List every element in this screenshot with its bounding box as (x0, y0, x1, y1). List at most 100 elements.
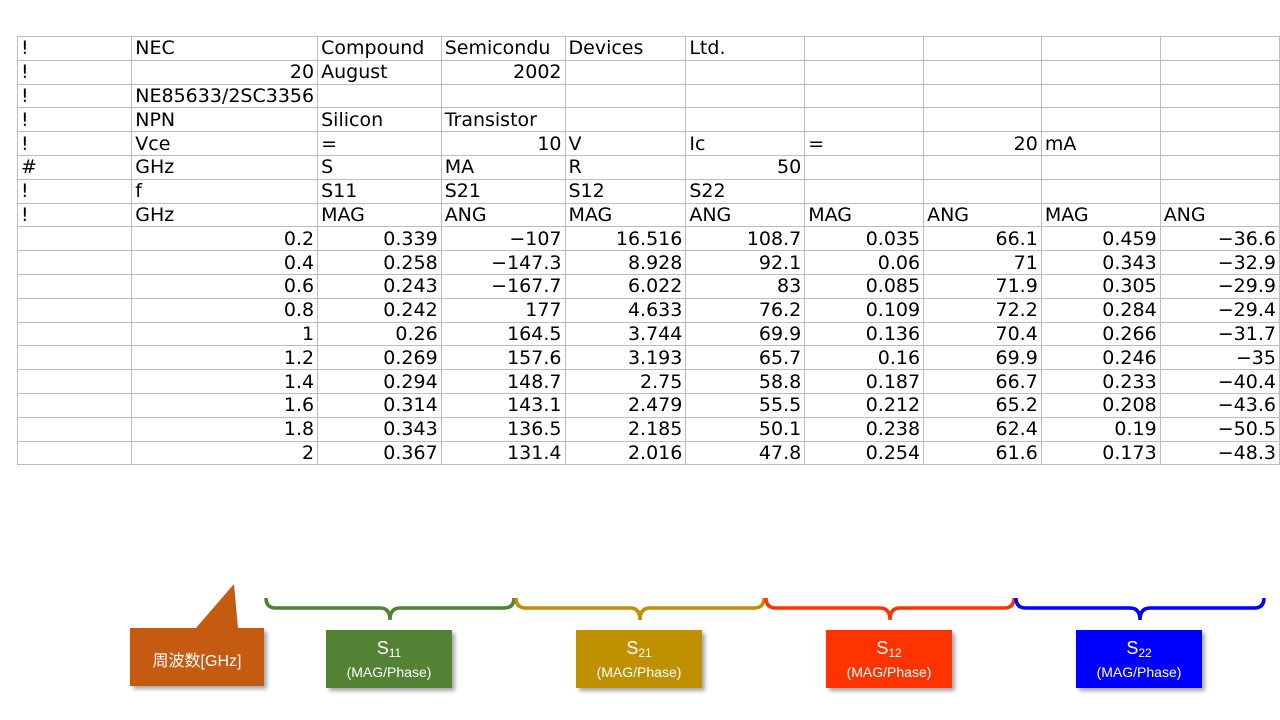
table-cell[interactable]: 6.022 (564, 273, 687, 299)
table-cell[interactable] (1040, 178, 1161, 204)
table-cell[interactable]: ! (16, 107, 133, 133)
table-cell[interactable]: 58.8 (685, 369, 806, 394)
table-cell[interactable]: 0.16 (804, 345, 925, 371)
table-cell[interactable]: −48.3 (1159, 440, 1280, 466)
table-cell[interactable]: GHz (131, 202, 319, 228)
table-cell[interactable]: 55.5 (685, 392, 806, 418)
table-cell[interactable]: 62.4 (923, 416, 1042, 442)
table-cell[interactable] (1040, 154, 1161, 180)
table-cell[interactable] (1040, 107, 1161, 133)
table-cell[interactable]: NE85633/2SC3356 (131, 83, 319, 109)
table-cell[interactable]: 0.269 (317, 345, 442, 371)
table-cell[interactable]: 0.459 (1040, 226, 1161, 252)
table-cell[interactable]: 70.4 (923, 321, 1042, 347)
table-cell[interactable]: # (16, 154, 133, 180)
table-cell[interactable]: ANG (1159, 202, 1280, 228)
table-cell[interactable]: Semicondu (440, 36, 566, 61)
table-cell[interactable]: 0.367 (317, 440, 442, 466)
table-cell[interactable]: 69.9 (685, 321, 806, 347)
table-cell[interactable]: ! (16, 178, 133, 204)
table-cell[interactable]: 0.254 (804, 440, 925, 466)
table-cell[interactable]: 0.238 (804, 416, 925, 442)
table-cell[interactable]: 0.6 (131, 273, 319, 299)
table-cell[interactable]: S (317, 154, 442, 180)
table-cell[interactable]: 0.305 (1040, 273, 1161, 299)
table-cell[interactable]: 0.212 (804, 392, 925, 418)
table-cell[interactable]: 2.75 (564, 369, 687, 394)
table-cell[interactable]: 1.6 (131, 392, 319, 418)
table-cell[interactable]: 143.1 (440, 392, 566, 418)
table-cell[interactable] (804, 154, 925, 180)
table-cell[interactable]: 71.9 (923, 273, 1042, 299)
table-cell[interactable] (16, 226, 133, 252)
table-cell[interactable] (685, 83, 806, 109)
table-cell[interactable]: 0.343 (317, 416, 442, 442)
table-cell[interactable]: 164.5 (440, 321, 566, 347)
table-cell[interactable] (440, 83, 566, 109)
table-cell[interactable]: S11 (317, 178, 442, 204)
table-cell[interactable]: 50.1 (685, 416, 806, 442)
table-cell[interactable]: R (564, 154, 687, 180)
table-cell[interactable]: 0.26 (317, 321, 442, 347)
table-cell[interactable]: 0.136 (804, 321, 925, 347)
table-cell[interactable] (923, 107, 1042, 133)
table-cell[interactable] (16, 250, 133, 275)
table-cell[interactable]: S12 (564, 178, 687, 204)
table-cell[interactable]: Ic (685, 131, 806, 156)
table-cell[interactable]: 0.243 (317, 273, 442, 299)
table-cell[interactable]: 3.193 (564, 345, 687, 371)
table-cell[interactable]: 131.4 (440, 440, 566, 466)
table-cell[interactable]: 1.4 (131, 369, 319, 394)
table-cell[interactable]: −36.6 (1159, 226, 1280, 252)
table-cell[interactable] (1159, 178, 1280, 204)
table-cell[interactable]: 0.258 (317, 250, 442, 275)
table-cell[interactable]: ! (16, 202, 133, 228)
table-cell[interactable]: S22 (685, 178, 806, 204)
table-cell[interactable]: 50 (685, 154, 806, 180)
table-cell[interactable] (923, 59, 1042, 85)
table-cell[interactable]: 0.314 (317, 392, 442, 418)
table-cell[interactable]: −29.4 (1159, 297, 1280, 323)
table-cell[interactable]: August (317, 59, 442, 85)
table-cell[interactable]: −29.9 (1159, 273, 1280, 299)
table-cell[interactable]: Ltd. (685, 36, 806, 61)
table-cell[interactable]: −40.4 (1159, 369, 1280, 394)
table-cell[interactable]: −107 (440, 226, 566, 252)
table-cell[interactable]: 61.6 (923, 440, 1042, 466)
table-cell[interactable]: Compound (317, 36, 442, 61)
table-cell[interactable]: 0.085 (804, 273, 925, 299)
table-cell[interactable]: 2002 (440, 59, 566, 85)
table-cell[interactable]: ANG (923, 202, 1042, 228)
table-cell[interactable]: 0.208 (1040, 392, 1161, 418)
table-cell[interactable] (564, 83, 687, 109)
table-cell[interactable] (1159, 154, 1280, 180)
table-cell[interactable] (1040, 36, 1161, 61)
table-cell[interactable]: = (317, 131, 442, 156)
table-cell[interactable]: S21 (440, 178, 566, 204)
table-cell[interactable]: 0.109 (804, 297, 925, 323)
table-cell[interactable]: 20 (923, 131, 1042, 156)
table-cell[interactable] (923, 178, 1042, 204)
table-cell[interactable]: ! (16, 131, 133, 156)
table-cell[interactable] (16, 345, 133, 371)
table-cell[interactable]: 4.633 (564, 297, 687, 323)
table-cell[interactable]: f (131, 178, 319, 204)
table-cell[interactable] (804, 36, 925, 61)
table-cell[interactable]: mA (1040, 131, 1161, 156)
table-cell[interactable]: MAG (317, 202, 442, 228)
table-cell[interactable]: 76.2 (685, 297, 806, 323)
table-cell[interactable] (317, 83, 442, 109)
table-cell[interactable] (685, 59, 806, 85)
table-cell[interactable] (685, 107, 806, 133)
table-cell[interactable]: ANG (440, 202, 566, 228)
table-cell[interactable]: −32.9 (1159, 250, 1280, 275)
table-cell[interactable]: = (804, 131, 925, 156)
table-cell[interactable]: 2.479 (564, 392, 687, 418)
table-cell[interactable] (804, 83, 925, 109)
table-cell[interactable]: 3.744 (564, 321, 687, 347)
table-cell[interactable]: GHz (131, 154, 319, 180)
table-cell[interactable]: NPN (131, 107, 319, 133)
table-cell[interactable]: 108.7 (685, 226, 806, 252)
table-cell[interactable]: 136.5 (440, 416, 566, 442)
table-cell[interactable]: 2.016 (564, 440, 687, 466)
